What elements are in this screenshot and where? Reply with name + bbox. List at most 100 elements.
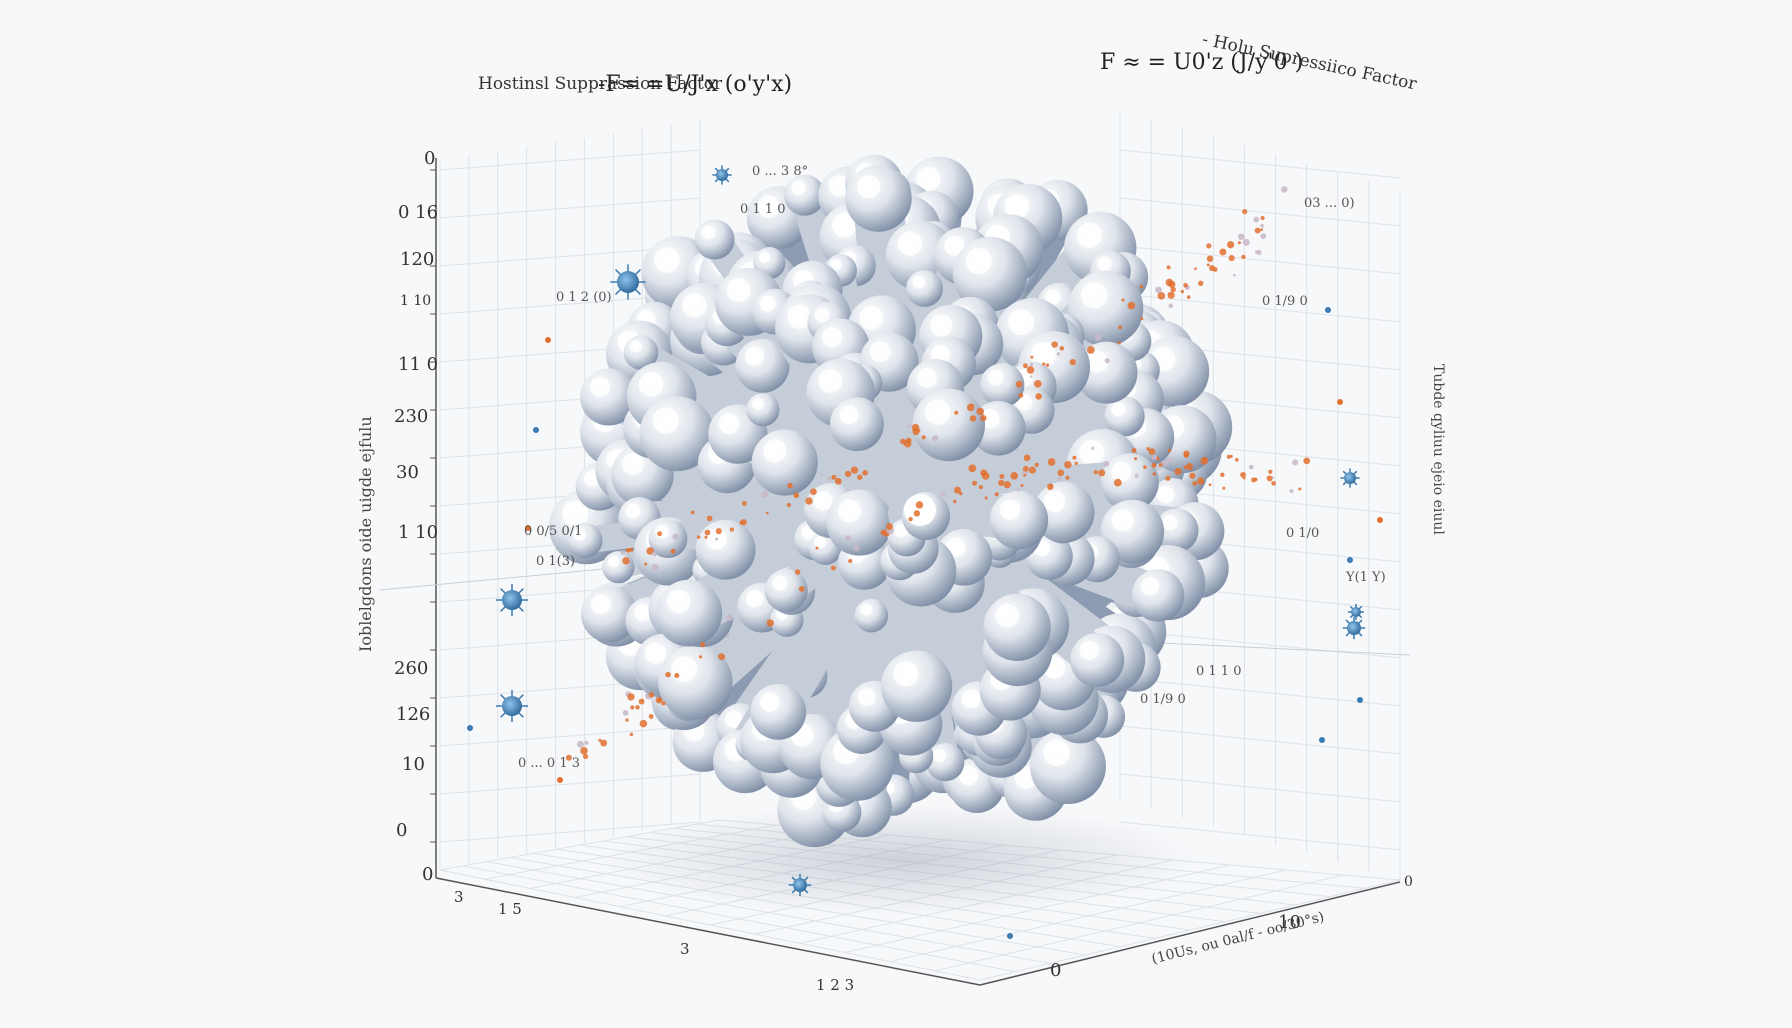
cluster-highlight (590, 377, 610, 397)
trail-point (1261, 216, 1265, 220)
trail-point (1098, 469, 1105, 476)
scatter-dot (1377, 517, 1383, 523)
trail-point (1030, 356, 1033, 359)
cluster-blob (830, 397, 884, 451)
cluster-highlight (1077, 223, 1102, 248)
cluster-highlight (1097, 257, 1111, 271)
trail-point (1168, 281, 1175, 288)
trail-point (691, 511, 695, 515)
trail-point (657, 531, 662, 536)
cluster-blob (602, 551, 634, 583)
cluster-highlight (1008, 309, 1034, 335)
trail-point (1227, 241, 1234, 248)
molecule (610, 264, 645, 299)
trail-point (1255, 250, 1258, 253)
trail-point (845, 535, 851, 541)
cluster-highlight (727, 278, 751, 302)
trail-point (580, 747, 588, 755)
cluster-core-highlight (904, 494, 936, 526)
trail-point (1229, 255, 1235, 261)
trail-point (1281, 186, 1288, 193)
trail-point (1017, 488, 1020, 491)
cluster-blob (881, 651, 952, 722)
cluster-highlight (1000, 499, 1020, 519)
trail-point (1260, 233, 1266, 239)
trail-point (1066, 476, 1070, 480)
annotation: 0 ... 0 1 3 (518, 756, 580, 771)
molecule (1340, 468, 1359, 487)
trail-point (1260, 224, 1264, 228)
molecule (496, 584, 528, 616)
trail-point (1030, 363, 1033, 366)
trail-point (674, 673, 679, 678)
cluster-highlight (1112, 402, 1126, 416)
cluster-highlight (1080, 641, 1099, 660)
trail-point (1104, 461, 1110, 467)
cluster-highlight (1162, 515, 1177, 530)
scatter-dot (1325, 307, 1331, 313)
trail-point (625, 718, 628, 721)
cluster-highlight (772, 576, 787, 591)
scatter-dot (1347, 557, 1353, 563)
trail-point (1118, 325, 1122, 329)
cluster-highlight (655, 525, 669, 539)
trail-point (1151, 463, 1156, 468)
cluster-highlight (966, 248, 992, 274)
trail-point (726, 634, 729, 637)
trail-point (1035, 463, 1039, 467)
scatter-dot (545, 337, 551, 343)
trail-point (1181, 290, 1184, 293)
trail-point (976, 408, 984, 416)
trail-point (1010, 472, 1018, 480)
trail-point (795, 569, 800, 574)
trail-point (1159, 463, 1163, 467)
annotation: 0 1(3) (536, 554, 575, 569)
trail-point (959, 492, 962, 495)
trail-point (1064, 461, 1072, 469)
trail-point (922, 435, 926, 439)
trail-point (848, 559, 852, 563)
trail-point (635, 705, 639, 709)
cluster-highlight (719, 413, 740, 434)
molecule-body (716, 169, 728, 181)
trail-point (1167, 265, 1171, 269)
trail-point (1267, 475, 1273, 481)
trail-point (1143, 465, 1147, 469)
trail-point (1121, 298, 1124, 301)
trail-point (1254, 478, 1257, 481)
trail-point (1023, 466, 1029, 472)
cluster-highlight (667, 590, 690, 613)
trail-point (1060, 346, 1065, 351)
trail-point (639, 699, 645, 705)
trail-point (1168, 449, 1172, 453)
trail-point (1087, 346, 1095, 354)
cluster-highlight (858, 688, 876, 706)
z-tick-label: 1 10 (398, 522, 438, 543)
cluster-highlight (925, 399, 950, 424)
annotation: 0 1 1 0 (740, 202, 785, 217)
trail-point (704, 536, 707, 539)
z-tick-label: 0 (396, 820, 407, 841)
trail-point (621, 550, 626, 555)
trail-point (1271, 481, 1276, 486)
trail-point (1230, 455, 1233, 458)
molecule-body (502, 590, 522, 610)
cluster-highlight (930, 314, 952, 336)
trail-point (1243, 239, 1250, 246)
trail-point (671, 549, 676, 554)
molecule (789, 874, 811, 896)
trail-point (1207, 256, 1213, 262)
cluster-highlight (1141, 577, 1159, 595)
molecule-body (793, 878, 807, 892)
trail-point (1213, 267, 1218, 272)
cluster-highlight (634, 604, 651, 621)
cluster-highlight (702, 226, 716, 240)
trail-point (730, 527, 734, 531)
trail-point (787, 483, 793, 489)
trail-point (1134, 457, 1137, 460)
x-tick-label: 3 (454, 888, 464, 906)
cluster-highlight (645, 643, 666, 664)
cluster-highlight (893, 661, 918, 686)
cluster-highlight (859, 306, 883, 330)
annotation: 0 ... 3 8° (752, 164, 808, 179)
